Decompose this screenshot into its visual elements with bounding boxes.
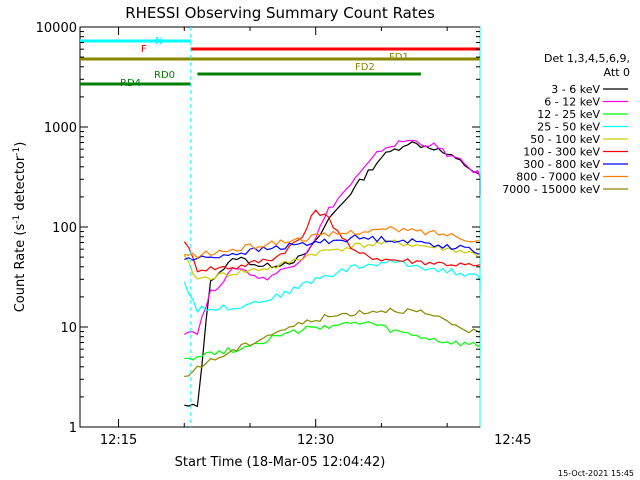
x-tick-label-1: 12:15 [100, 433, 137, 448]
legend-label-6: 100 - 300 keV [523, 146, 600, 159]
y-tick-label-5: 10000 [36, 21, 77, 36]
footer-date: 15-Oct-2021 15:45 [558, 469, 634, 478]
legend-label-8: 800 - 7000 keV [516, 171, 600, 184]
legend-label-1: 3 - 6 keV [551, 83, 600, 96]
series-line-4 [183, 259, 481, 314]
series-layer [183, 139, 481, 408]
legend-label-3: 12 - 25 keV [537, 108, 600, 121]
y-tick-label-3: 100 [52, 221, 77, 236]
legend-label-2: 6 - 12 keV [544, 96, 600, 109]
y-axis-label: Count Rate (s-1 detector-1) [12, 142, 28, 313]
x-tick-label-3: 12:45 [494, 433, 531, 448]
series-line-7 [184, 234, 481, 261]
series-line-1 [184, 141, 481, 408]
series-line-5 [183, 239, 481, 281]
y-tick-label-2: 10 [60, 321, 77, 336]
y-tick-label-4: 1000 [44, 121, 77, 136]
series-line-6 [183, 209, 481, 273]
chart-title: RHESSI Observing Summary Count Rates [125, 4, 435, 22]
legend-header-line2: Att 0 [604, 66, 630, 79]
x-axis-label: Start Time (18-Mar-05 12:04:42) [175, 455, 386, 470]
status-label-fd2: FD2 [355, 62, 375, 73]
y-axis-label-main: Count Rate (s [13, 224, 28, 313]
status-label-rd4: RD4 [120, 78, 141, 89]
y-axis-label-mid: detector [13, 155, 28, 215]
status-label-rd0: RD0 [154, 70, 175, 81]
y-axis-label-sup1: -1 [12, 215, 22, 224]
status-label-fd1: FD1 [389, 52, 409, 63]
y-axis-label-sup2: -1 [12, 147, 22, 156]
series-line-2 [183, 139, 481, 336]
legend-label-5: 50 - 100 keV [530, 133, 600, 146]
series-line-3 [184, 321, 481, 361]
status-label-night: N [155, 36, 162, 47]
status-label-flare: F [141, 44, 147, 55]
legend-label-4: 25 - 50 keV [537, 121, 600, 134]
annotation-layer: NF FD1 FD2 RD0 RD4 [80, 27, 481, 427]
legend-header-line1: Det 1,3,4,5,6,9, [544, 52, 630, 65]
series-line-9 [184, 307, 481, 378]
legend-label-7: 300 - 800 keV [523, 158, 600, 171]
series-line-8 [184, 226, 481, 259]
y-axis-label-end: ) [13, 142, 28, 147]
legend-label-9: 7000 - 15000 keV [502, 183, 600, 196]
y-tick-label-1: 1 [69, 421, 77, 436]
x-tick-label-2: 12:30 [297, 433, 334, 448]
y-axis: 1 10 100 1000 10000 [36, 21, 480, 436]
